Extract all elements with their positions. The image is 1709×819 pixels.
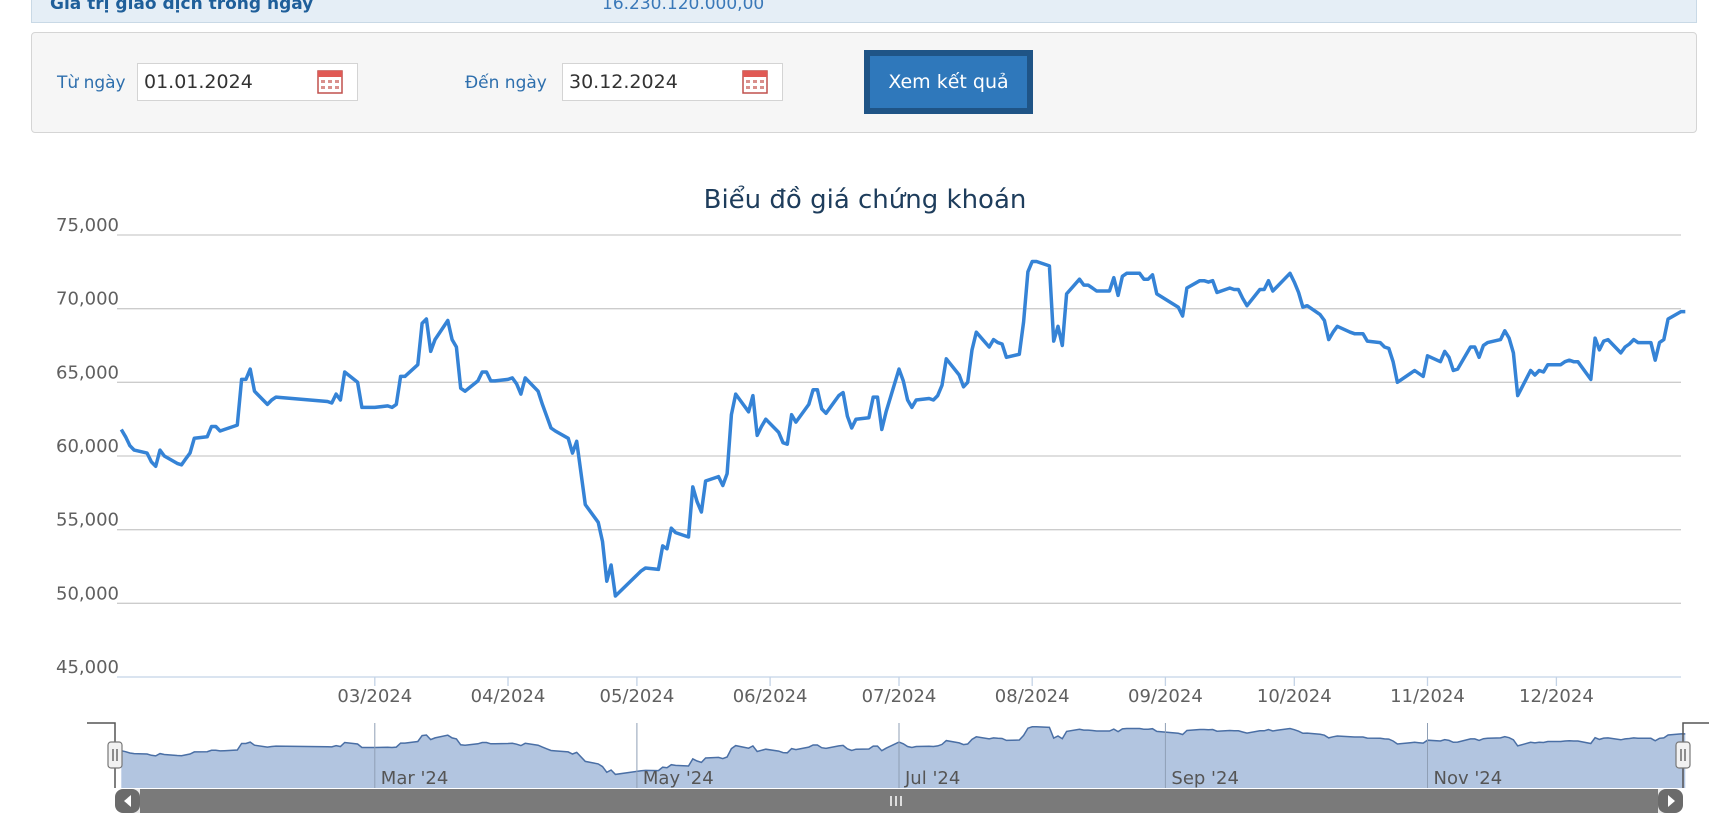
navigator-tick-label: Nov '24 [1433,768,1502,789]
date-filter-panel: Từ ngày Đến ngày Xem kết quả [31,32,1697,133]
scroll-right-icon[interactable] [1668,795,1675,807]
x-tick-label: 06/2024 [733,686,808,707]
x-tick-label: 04/2024 [471,686,546,707]
price-line-area [119,259,1686,598]
x-tick-label: 07/2024 [862,686,937,707]
to-date-field[interactable] [562,63,783,101]
trading-value-row: Giá trị giao dịch trong ngày 16.230.120.… [31,0,1697,23]
y-tick-label: 55,000 [56,510,119,531]
navigator-right-handle[interactable] [1675,741,1691,769]
navigator-area [121,726,1686,788]
y-grid [117,234,1681,678]
y-tick-label: 75,000 [56,215,119,236]
x-tick-label: 10/2024 [1257,686,1332,707]
y-tick-label: 70,000 [56,289,119,310]
to-date-input[interactable] [569,68,729,96]
chart-title: Biểu đồ giá chứng khoán [704,184,1027,215]
y-tick-label: 65,000 [56,362,119,383]
navigator-line [121,726,1686,776]
from-date-label: Từ ngày [57,73,126,93]
scrollbar-grip-icon[interactable] [890,796,902,806]
x-tick-label: 11/2024 [1390,686,1465,707]
navigator-left-handle[interactable] [107,741,123,769]
x-axis: 03/2024 04/2024 05/2024 06/2024 07/2024 08/20… [337,677,1594,707]
navigator[interactable]: Mar '24 May '24 Jul '24 Sep '24 Nov '24 [87,722,1709,813]
price-line [119,259,1686,598]
navigator-tick-label: Jul '24 [904,768,960,789]
x-tick-label: 08/2024 [995,686,1070,707]
navigator-tick-label: May '24 [643,768,714,789]
trading-value-label: Giá trị giao dịch trong ngày [50,0,314,14]
trading-value-amount: 16.230.120.000,00 [602,0,765,14]
view-results-button[interactable]: Xem kết quả [864,50,1033,114]
to-date-label: Đến ngày [465,73,547,93]
navigator-tick-label: Sep '24 [1171,768,1239,789]
scrollbar-thumb[interactable] [140,789,1658,813]
x-tick-label: 12/2024 [1519,686,1594,707]
navigator-tick-label: Mar '24 [381,768,449,789]
x-tick-label: 09/2024 [1128,686,1203,707]
calendar-icon[interactable] [317,69,343,94]
from-date-field[interactable] [137,63,358,101]
calendar-icon[interactable] [742,69,768,94]
view-results-label: Xem kết quả [870,56,1027,108]
y-tick-label: 45,000 [56,657,119,678]
x-tick-label: 03/2024 [337,686,412,707]
x-tick-label: 05/2024 [600,686,675,707]
scroll-left-icon[interactable] [124,795,131,807]
y-axis-labels: 45,000 50,000 55,000 60,000 65,000 70,000 75,0… [56,215,119,678]
navigator-scrollbar[interactable] [115,789,1683,813]
from-date-input[interactable] [144,68,304,96]
y-tick-label: 50,000 [56,583,119,604]
y-tick-label: 60,000 [56,436,119,457]
